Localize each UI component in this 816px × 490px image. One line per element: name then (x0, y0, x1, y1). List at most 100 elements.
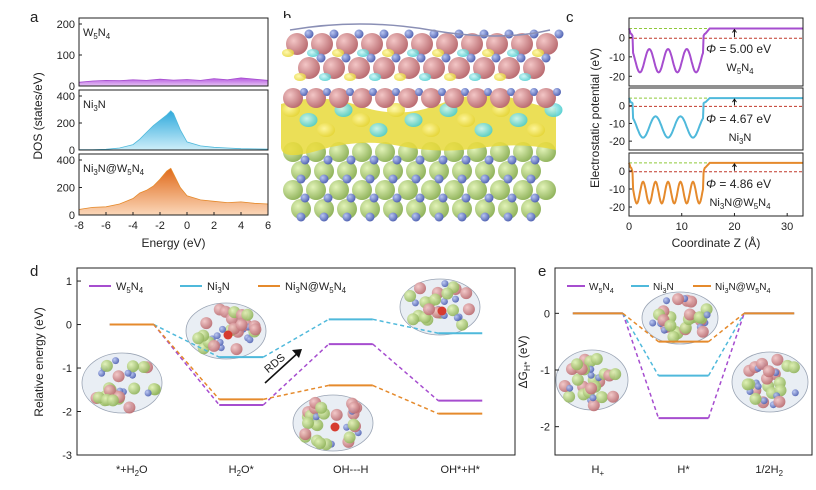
structure-n-atom (346, 88, 354, 96)
structure-n-atom (341, 53, 351, 63)
potential-xtick-label: 0 (626, 221, 632, 233)
structure-w-atom (314, 161, 334, 181)
structure-n-atom (391, 53, 401, 63)
hydrogen-category-label: 1/2H2 (755, 464, 783, 478)
energy-legend-label-Ni3N@W5N4-part-3: 5 (329, 286, 334, 295)
potential-ytick-label: -20 (609, 136, 625, 148)
structure-ni-atom (373, 57, 395, 79)
energy-category-label: H2O* (229, 464, 255, 478)
structure-ni-atom (348, 57, 370, 79)
hydrogen-ytick-label: 0 (544, 308, 550, 320)
potential-series-label-Ni3N@W5N4-part-0: Ni (709, 197, 719, 209)
structure-n-atom (466, 53, 476, 63)
phi-value: = 4.86 eV (719, 177, 771, 191)
hydrogen-ytick-label: -2 (540, 422, 550, 434)
hydrogen-legend-label-Ni3N-part-2: N (666, 282, 673, 293)
structure-n-atom (354, 29, 364, 39)
structure-n-atom (479, 29, 489, 39)
potential-subplot-Ni3N: 0 -10 -20 Φ = 4.67 eV Ni3N (609, 87, 804, 151)
structure-n-atom (366, 53, 376, 63)
structure-w-atom (406, 199, 426, 219)
structure-ni-atom (498, 57, 520, 79)
state-illustration-transition-atom (348, 401, 361, 414)
dos-xtick-label: -6 (101, 220, 111, 232)
dos-xtick-label: 6 (265, 220, 271, 232)
hydrogen-connector-Ni3N@W5N4 (622, 312, 659, 343)
potential-series-label-Ni3N@W5N4-part-4: N (758, 197, 766, 209)
structure-charge-lobe (332, 49, 344, 57)
hydrogen-illustration-initial-atom (590, 353, 603, 365)
structure-n-atom (530, 193, 540, 203)
structure-ni-atom (311, 33, 333, 55)
structure-n-atom (323, 88, 331, 96)
dos-ytick-label: 400 (57, 155, 75, 167)
structure-w-atom (452, 199, 472, 219)
energy-connector-W5N4 (262, 343, 330, 406)
potential-frame-Ni3N (628, 87, 804, 151)
structure-n-atom (296, 174, 306, 184)
potential-curve-Ni3N@W5N4 (628, 161, 803, 205)
structure-charge-lobe (509, 113, 528, 127)
structure-n-atom (438, 88, 446, 96)
hydrogen-illustration-initial-atom (589, 394, 597, 402)
structure-w-atom (490, 180, 510, 200)
structure-w-atom (283, 180, 303, 200)
dos-series-label-W5N4-part-0: W (83, 27, 94, 39)
dos-ytick-label: 200 (57, 19, 75, 31)
hydrogen-illustration-initial-atom (587, 371, 595, 379)
potential-arrow-head (732, 98, 737, 103)
hydrogen-illustration-initial-atom (571, 373, 584, 386)
dos-ytick-label: 0 (69, 81, 75, 93)
energy-legend-label-Ni3N-part-0: Ni (207, 281, 217, 293)
dos-ytick-label: 200 (57, 118, 75, 130)
hydrogen-legend-label-Ni3N@W5N4: Ni3N@W5N4 (715, 282, 771, 295)
structure-w-atom (490, 142, 510, 162)
structure-ni-atom (286, 33, 308, 55)
structure-ni-atom (398, 57, 420, 79)
rds-arrow-shaft (264, 350, 301, 384)
structure-charge-lobe (394, 73, 406, 81)
structure-n-atom (346, 155, 356, 165)
hydrogen-illustration-final-atom (787, 361, 800, 374)
structure-w-atom (521, 161, 541, 181)
energy-ytick-label: 1 (66, 276, 72, 288)
structure-n-atom (319, 212, 329, 222)
state-illustration-initial-atom (103, 384, 116, 397)
hydrogen-category-label: H* (677, 464, 690, 476)
dos-subplot-W5N4: 0 100 200 W5N4 (57, 17, 269, 93)
hydrogen-legend-label-W5N4-part-1: 5 (598, 286, 602, 295)
structure-charge-lobe (407, 49, 419, 57)
hydrogen-illustration-initial-atom (607, 390, 619, 403)
state-illustration-final-atom (404, 290, 417, 302)
state-illustration-final-atom (407, 313, 420, 326)
state-illustration-transition-atom (302, 417, 314, 429)
dos-series-label-Ni3N@W5N4-part-3: 5 (127, 168, 132, 177)
structure-n-atom (365, 212, 375, 222)
potential-subplot-W5N4: 0 -10 -20 Φ = 5.00 eV W5N4 (609, 17, 804, 87)
potential-ytick-label: 0 (619, 166, 625, 178)
structure-n-atom (434, 212, 444, 222)
potential-xtick-label: 20 (728, 221, 740, 233)
structure-charge-lobe (494, 73, 506, 81)
state-illustration-initial-atom (112, 370, 125, 383)
panel-label-d: d (30, 263, 38, 280)
hydrogen-legend-label-Ni3N-part-1: 3 (662, 286, 666, 295)
hydrogen-illustration-adsorbed-atom (683, 308, 696, 321)
dos-y-axis-label: DOS (states/eV) (31, 72, 45, 159)
dos-xtick-label: -2 (155, 220, 165, 232)
energy-legend-label-W5N4-part-1: 5 (126, 286, 131, 295)
structure-n-atom (342, 212, 352, 222)
panel-label-e: e (538, 263, 546, 280)
potential-series-label-Ni3N-part-2: N (743, 132, 751, 144)
potential-work-function-label: Φ = 4.67 eV (706, 112, 771, 126)
phi-symbol: Φ (706, 42, 719, 56)
potential-curve-W5N4 (628, 27, 803, 74)
hydrogen-illustration-final-atom (741, 378, 754, 391)
structure-w-atom (513, 180, 533, 200)
hydrogen-illustration-adsorbed-atom (703, 311, 711, 319)
hydrogen-ytick-label: -1 (540, 365, 550, 377)
structure-charge-lobe (432, 49, 444, 57)
hydrogen-legend-label-Ni3N@W5N4-part-5: 4 (767, 286, 771, 295)
